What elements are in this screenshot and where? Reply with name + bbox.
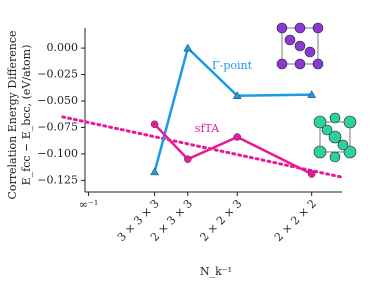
y-tick-label: −0.100 — [37, 147, 78, 160]
marker — [307, 90, 317, 98]
x-label: N_k⁻¹ — [200, 265, 232, 278]
y-tick-label: −0.050 — [37, 94, 78, 107]
marker — [232, 91, 242, 99]
y-label: Correlation Energy Difference — [6, 30, 19, 199]
x-tick-label: 2 × 2 × 3 — [198, 197, 245, 244]
marker — [233, 133, 241, 141]
x-tick-label: ∞⁻¹ — [79, 198, 98, 211]
series-label: sfTA — [195, 122, 220, 135]
marker — [307, 170, 316, 178]
y-tick-label: −0.075 — [37, 120, 78, 133]
y-tick-label: 0.000 — [47, 41, 79, 54]
marker — [150, 167, 160, 176]
fcc-icon — [276, 22, 324, 70]
series-line — [153, 45, 312, 173]
marker — [150, 120, 159, 129]
y-tick-label: −0.025 — [37, 68, 78, 81]
marker — [184, 155, 192, 163]
y-tick-label: −0.125 — [37, 173, 78, 186]
marker — [183, 43, 193, 52]
bcc-icon — [313, 112, 357, 163]
x-tick-label: 2 × 2 × 2 — [272, 197, 319, 244]
series-label: Γ-point — [212, 59, 253, 72]
series-line — [153, 123, 313, 176]
trend-line — [61, 115, 344, 179]
y-label: E_fcc − E_bcc, (eV/atom) — [20, 45, 33, 186]
